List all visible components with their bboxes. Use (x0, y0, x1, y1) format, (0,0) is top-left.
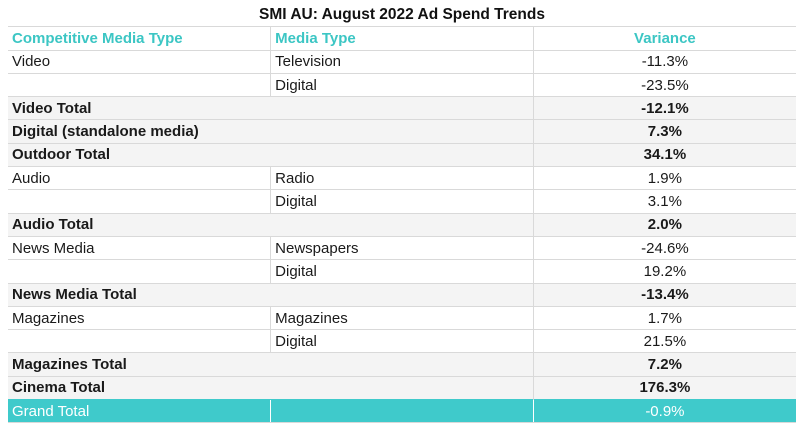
competitive-media-type-cell (8, 259, 271, 284)
variance-cell: 176.3% (532, 375, 796, 400)
variance-cell: 1.7% (532, 305, 796, 330)
table-title: SMI AU: August 2022 Ad Spend Trends (259, 6, 545, 24)
header-competitive-media-type: Competitive Media Type (8, 26, 271, 51)
ad-spend-table-container: SMI AU: August 2022 Ad Spend Trends Comp… (8, 4, 796, 424)
variance-cell: -12.1% (532, 96, 796, 120)
variance-cell: 7.3% (532, 119, 796, 144)
table-row: Magazines Magazines 1.7% (8, 305, 796, 330)
variance-cell: 19.2% (532, 259, 796, 284)
media-type-cell: Magazines (270, 305, 534, 330)
competitive-media-type-cell: Digital (standalone media) (8, 119, 534, 144)
table-header-row: Competitive Media Type Media Type Varian… (8, 26, 796, 51)
variance-cell: 21.5% (532, 329, 796, 353)
media-type-cell: Television (270, 49, 534, 74)
grand-total-label: Grand Total (8, 399, 271, 424)
table-row: Digital 3.1% (8, 189, 796, 214)
competitive-media-type-cell: Video Total (8, 96, 534, 120)
media-type-cell: Digital (270, 329, 534, 353)
variance-cell: -23.5% (532, 72, 796, 97)
competitive-media-type-cell: Magazines (8, 305, 271, 330)
total-row: Cinema Total 176.3% (8, 375, 796, 400)
total-row: News Media Total -13.4% (8, 282, 796, 307)
table-row: Video Television -11.3% (8, 49, 796, 74)
grand-total-variance: -0.9% (532, 399, 796, 424)
media-type-cell: Digital (270, 189, 534, 214)
variance-cell: -13.4% (532, 282, 796, 307)
total-row: Video Total -12.1% (8, 96, 796, 120)
ad-spend-table: SMI AU: August 2022 Ad Spend Trends Comp… (8, 4, 796, 424)
variance-cell: 3.1% (532, 189, 796, 214)
variance-cell: 2.0% (532, 212, 796, 237)
competitive-media-type-cell (8, 72, 271, 97)
variance-cell: 7.2% (532, 352, 796, 377)
table-row: Audio Radio 1.9% (8, 166, 796, 190)
competitive-media-type-cell: Audio Total (8, 212, 534, 237)
variance-cell: 1.9% (532, 166, 796, 190)
competitive-media-type-cell: Magazines Total (8, 352, 534, 377)
competitive-media-type-cell (8, 189, 271, 214)
competitive-media-type-cell: Audio (8, 166, 271, 190)
competitive-media-type-cell (8, 329, 271, 353)
competitive-media-type-cell: News Media (8, 235, 271, 260)
header-variance: Variance (532, 26, 796, 51)
media-type-cell: Digital (270, 259, 534, 284)
total-row: Digital (standalone media) 7.3% (8, 119, 796, 144)
competitive-media-type-cell: News Media Total (8, 282, 534, 307)
media-type-cell: Digital (270, 72, 534, 97)
media-type-cell: Radio (270, 166, 534, 190)
total-row: Outdoor Total 34.1% (8, 142, 796, 167)
variance-cell: 34.1% (532, 142, 796, 167)
grand-total-row: Grand Total -0.9% (8, 399, 796, 424)
total-row: Audio Total 2.0% (8, 212, 796, 237)
table-row: Digital -23.5% (8, 72, 796, 97)
header-media-type: Media Type (270, 26, 534, 51)
total-row: Magazines Total 7.2% (8, 352, 796, 377)
table-title-row: SMI AU: August 2022 Ad Spend Trends (8, 4, 796, 27)
variance-cell: -11.3% (532, 49, 796, 74)
media-type-cell: Newspapers (270, 235, 534, 260)
table-row: Digital 19.2% (8, 259, 796, 284)
competitive-media-type-cell: Outdoor Total (8, 142, 534, 167)
grand-total-media-type (270, 399, 534, 424)
table-row: Digital 21.5% (8, 329, 796, 353)
competitive-media-type-cell: Video (8, 49, 271, 74)
variance-cell: -24.6% (532, 235, 796, 260)
table-row: News Media Newspapers -24.6% (8, 235, 796, 260)
competitive-media-type-cell: Cinema Total (8, 375, 534, 400)
